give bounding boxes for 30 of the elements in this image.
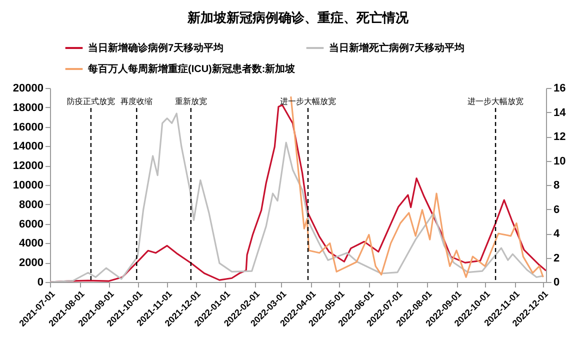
legend-label: 当日新增死亡病例7天移动平均 [329,42,465,54]
y2-tick-label: 12 [554,131,566,143]
chart-title: 新加坡新冠病例确诊、重症、死亡情况 [186,10,410,25]
ref-line-label: 防疫正式放宽 [66,97,115,106]
y-tick-label: 6000 [19,218,44,230]
y-tick-label: 2000 [19,257,44,270]
ref-line-label: 重新放宽 [174,97,207,106]
y-tick-label: 20000 [12,82,44,94]
y-tick-label: 0 [37,276,44,288]
y2-tick-label: 0 [554,276,560,288]
y2-tick-label: 14 [554,106,567,119]
legend-label: 当日新增确诊病例7天移动平均 [88,42,224,54]
ref-line-label: 进一步大幅放宽 [280,97,336,106]
y2-tick-label: 10 [554,155,566,168]
legend-label: 每百万人每周新增重症(ICU)新冠患者数:新加坡 [87,63,296,75]
y2-tick-label: 6 [554,204,560,216]
y-tick-label: 10000 [12,180,44,192]
ref-line-label: 进一步大幅放宽 [468,97,524,106]
y-tick-label: 12000 [12,160,44,172]
y-tick-label: 18000 [12,102,44,114]
y2-tick-label: 8 [554,180,560,192]
y2-tick-label: 16 [554,82,566,94]
line-series [290,96,544,278]
y-tick-label: 16000 [12,121,44,134]
y-tick-label: 8000 [19,198,44,211]
y-tick-label: 4000 [19,238,44,250]
y-tick-label: 14000 [12,140,44,153]
y2-tick-label: 2 [554,252,560,264]
ref-line-label: 再度收缩 [120,97,153,106]
y2-tick-label: 4 [554,228,560,240]
